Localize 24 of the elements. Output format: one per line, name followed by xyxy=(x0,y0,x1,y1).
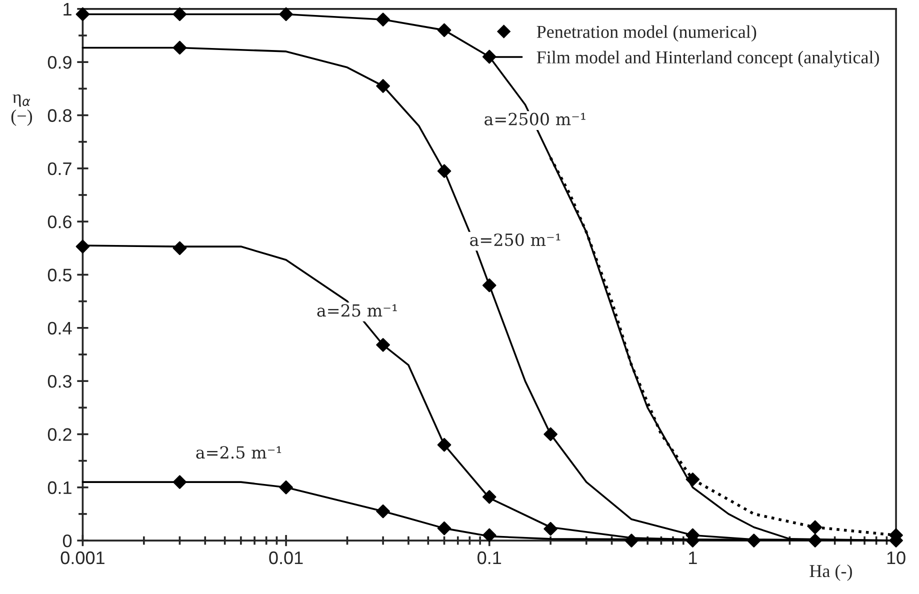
x-axis-title: Ha (-) xyxy=(810,564,852,581)
annotation: a=250 m⁻¹ xyxy=(470,233,560,246)
y-tick-label: 0.7 xyxy=(48,162,72,176)
legend-label: Film model and Hinterland concept (analytical) xyxy=(536,50,879,68)
annotation: a=2.5 m⁻¹ xyxy=(196,446,282,459)
x-tick-label: 10 xyxy=(887,551,906,564)
y-axis-title: η$_{α}$ (−) xyxy=(11,94,32,126)
y-tick-label: 0.1 xyxy=(48,481,72,494)
x-tick-label: 0.1 xyxy=(478,551,502,564)
annotation: a=25 m⁻¹ xyxy=(317,304,397,317)
y-tick-label: 0.2 xyxy=(48,428,72,441)
y-tick-label: 0.5 xyxy=(48,268,72,282)
y-tick-label: 0.9 xyxy=(48,56,72,69)
legend-label: Penetration model (numerical) xyxy=(536,25,756,42)
x-tick-label: 0.01 xyxy=(269,551,303,564)
x-tick-label: 0.001 xyxy=(60,551,104,564)
y-tick-label: 0.6 xyxy=(48,215,72,228)
y-tick-label: 0.8 xyxy=(48,109,72,122)
y-tick-label: 1 xyxy=(64,3,72,16)
annotation: a=2500 m⁻¹ xyxy=(484,112,586,126)
y-tick-label: 0 xyxy=(62,534,72,548)
x-tick-label: 1 xyxy=(689,552,697,564)
y-tick-label: 0.3 xyxy=(48,374,72,388)
y-tick-label: 0.4 xyxy=(48,322,72,335)
